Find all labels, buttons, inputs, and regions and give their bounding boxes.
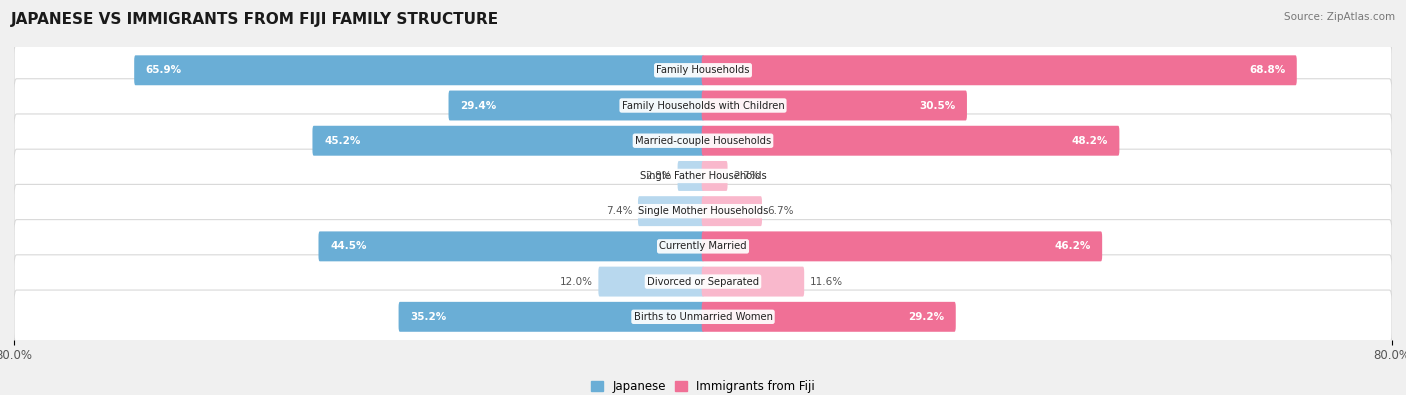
FancyBboxPatch shape — [134, 55, 704, 85]
FancyBboxPatch shape — [702, 161, 727, 191]
Text: 46.2%: 46.2% — [1054, 241, 1091, 251]
FancyBboxPatch shape — [702, 267, 804, 297]
Text: 68.8%: 68.8% — [1249, 65, 1285, 75]
FancyBboxPatch shape — [14, 290, 1392, 344]
Text: Currently Married: Currently Married — [659, 241, 747, 251]
Text: 29.2%: 29.2% — [908, 312, 945, 322]
FancyBboxPatch shape — [678, 161, 704, 191]
Legend: Japanese, Immigrants from Fiji: Japanese, Immigrants from Fiji — [586, 376, 820, 395]
FancyBboxPatch shape — [638, 196, 704, 226]
FancyBboxPatch shape — [14, 79, 1392, 132]
FancyBboxPatch shape — [312, 126, 704, 156]
Text: 12.0%: 12.0% — [560, 276, 593, 287]
FancyBboxPatch shape — [449, 90, 704, 120]
Text: Family Households: Family Households — [657, 65, 749, 75]
FancyBboxPatch shape — [14, 114, 1392, 167]
FancyBboxPatch shape — [702, 90, 967, 120]
FancyBboxPatch shape — [14, 220, 1392, 273]
Text: Family Households with Children: Family Households with Children — [621, 100, 785, 111]
Text: Divorced or Separated: Divorced or Separated — [647, 276, 759, 287]
Text: 11.6%: 11.6% — [810, 276, 844, 287]
Text: Births to Unmarried Women: Births to Unmarried Women — [634, 312, 772, 322]
FancyBboxPatch shape — [702, 302, 956, 332]
Text: JAPANESE VS IMMIGRANTS FROM FIJI FAMILY STRUCTURE: JAPANESE VS IMMIGRANTS FROM FIJI FAMILY … — [11, 12, 499, 27]
Text: Single Father Households: Single Father Households — [640, 171, 766, 181]
Text: 2.7%: 2.7% — [733, 171, 759, 181]
Text: 6.7%: 6.7% — [768, 206, 794, 216]
Text: Single Mother Households: Single Mother Households — [638, 206, 768, 216]
Text: Source: ZipAtlas.com: Source: ZipAtlas.com — [1284, 12, 1395, 22]
Text: 2.8%: 2.8% — [645, 171, 672, 181]
FancyBboxPatch shape — [702, 126, 1119, 156]
Text: 35.2%: 35.2% — [411, 312, 447, 322]
Text: 30.5%: 30.5% — [920, 100, 955, 111]
FancyBboxPatch shape — [702, 55, 1296, 85]
FancyBboxPatch shape — [398, 302, 704, 332]
Text: 45.2%: 45.2% — [323, 136, 360, 146]
Text: 65.9%: 65.9% — [146, 65, 181, 75]
Text: 7.4%: 7.4% — [606, 206, 633, 216]
Text: 29.4%: 29.4% — [460, 100, 496, 111]
FancyBboxPatch shape — [319, 231, 704, 261]
FancyBboxPatch shape — [14, 255, 1392, 308]
Text: 48.2%: 48.2% — [1071, 136, 1108, 146]
FancyBboxPatch shape — [14, 184, 1392, 238]
Text: 44.5%: 44.5% — [330, 241, 367, 251]
Text: Married-couple Households: Married-couple Households — [636, 136, 770, 146]
FancyBboxPatch shape — [599, 267, 704, 297]
FancyBboxPatch shape — [14, 149, 1392, 203]
FancyBboxPatch shape — [14, 43, 1392, 97]
FancyBboxPatch shape — [702, 231, 1102, 261]
FancyBboxPatch shape — [702, 196, 762, 226]
